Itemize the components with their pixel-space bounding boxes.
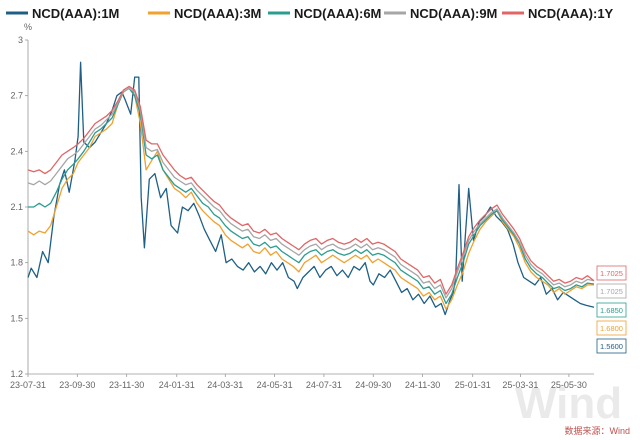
y-tick-label: 1.2 xyxy=(10,369,23,379)
y-tick-label: 2.4 xyxy=(10,146,23,156)
end-label-value: 1.6850 xyxy=(600,306,623,315)
y-axis-unit: % xyxy=(24,22,32,32)
x-tick-label: 24-03-31 xyxy=(207,380,243,390)
x-tick-label: 24-07-31 xyxy=(306,380,342,390)
end-label-box xyxy=(596,320,627,336)
y-tick-label: 2.7 xyxy=(10,91,23,101)
watermark-text: Wind xyxy=(515,379,622,428)
y-tick-label: 1.8 xyxy=(10,258,23,268)
y-tick-label: 2.1 xyxy=(10,202,23,212)
series-line xyxy=(27,87,594,310)
series-line xyxy=(27,87,595,299)
x-tick-label: 23-11-30 xyxy=(109,380,144,390)
x-tick-label: 25-05-30 xyxy=(551,380,587,390)
end-label-value: 1.7025 xyxy=(600,269,623,278)
y-axis-ticks: 1.2 1.5 1.8 2.1 2.4 2.7 3 xyxy=(10,35,28,379)
x-tick-label: 23-09-30 xyxy=(59,380,95,390)
legend: NCD(AAA):1M NCD(AAA):3M NCD(AAA):6M NCD(AAA… xyxy=(6,6,614,21)
legend-label: NCD(AAA):3M xyxy=(174,6,261,21)
watermark: Wind xyxy=(515,379,622,428)
end-label-value: 1.6800 xyxy=(600,324,623,333)
legend-label: NCD(AAA):9M xyxy=(410,6,497,21)
x-tick-label: 25-03-31 xyxy=(502,380,538,390)
end-label-value: 1.5600 xyxy=(600,342,623,351)
x-tick-label: 24-05-31 xyxy=(257,380,293,390)
x-tick-label: 24-11-30 xyxy=(405,380,440,390)
series-lines xyxy=(27,61,595,316)
end-value-labels: 1.7025 1.7025 1.6850 1.6800 1.5600 xyxy=(596,265,627,354)
legend-label: NCD(AAA):1Y xyxy=(528,6,614,21)
source-note: 数据来源：Wind xyxy=(564,425,630,436)
legend-label: NCD(AAA):1M xyxy=(32,6,119,21)
end-label-box xyxy=(596,283,627,299)
x-axis-ticks: 23-07-31 23-09-30 23-11-30 24-01-31 24-03-31… xyxy=(10,374,587,390)
x-tick-label: 25-01-31 xyxy=(455,380,491,390)
y-tick-label: 1.5 xyxy=(10,313,23,323)
x-tick-label: 24-09-30 xyxy=(355,380,391,390)
end-label-box xyxy=(596,338,627,354)
series-line xyxy=(27,61,595,316)
x-tick-label: 24-01-31 xyxy=(159,380,195,390)
x-tick-label: 23-07-31 xyxy=(10,380,46,390)
y-tick-label: 3 xyxy=(18,35,23,45)
series-line xyxy=(27,85,595,295)
end-label-box xyxy=(596,265,627,281)
end-label-box xyxy=(596,302,627,318)
end-label-value: 1.7025 xyxy=(600,287,623,296)
legend-label: NCD(AAA):6M xyxy=(294,6,381,21)
